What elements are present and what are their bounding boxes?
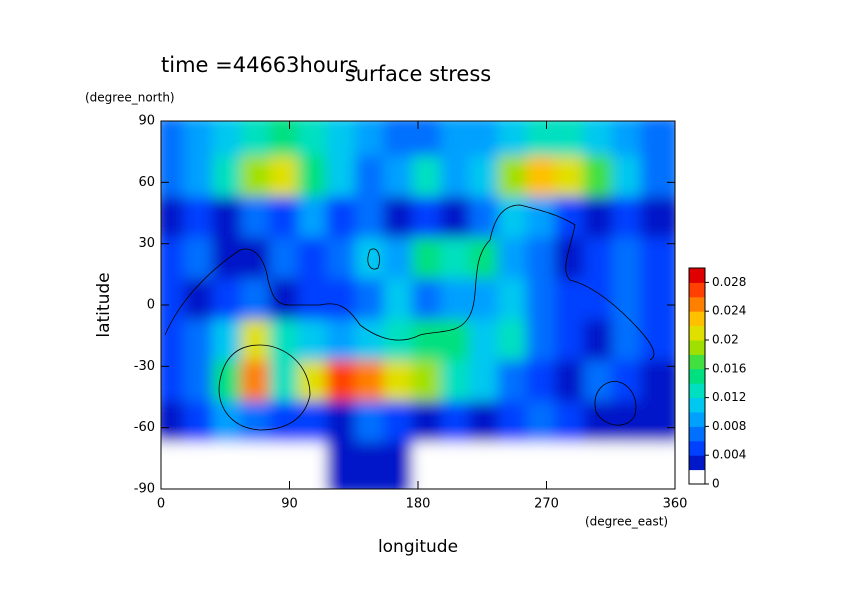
- colorbar-swatch: [689, 397, 705, 413]
- x-tick-label: 180: [406, 497, 431, 512]
- colorbar-swatch: [689, 311, 705, 327]
- time-label: time =44663hours: [161, 53, 359, 77]
- colorbar-swatch: [689, 325, 705, 341]
- y-unit: (degree_north): [85, 91, 175, 105]
- colorbar-swatch: [689, 282, 705, 298]
- colorbar-swatch: [689, 469, 705, 485]
- colorbar-tick-label: 0.02: [712, 333, 739, 347]
- colorbar-tick-label: 0.028: [712, 275, 746, 289]
- colorbar-swatch: [689, 268, 705, 283]
- y-tick-label: 0: [147, 298, 155, 313]
- x-tick-label: 270: [534, 497, 559, 512]
- field: [161, 121, 675, 489]
- x-unit: (degree_east): [585, 515, 668, 529]
- colorbar-swatch: [689, 354, 705, 370]
- x-tick-label: 360: [663, 497, 688, 512]
- colorbar-swatch: [689, 440, 705, 456]
- axes: 0 90 180 270 360 -90 -60 -30 0 30 60 90 0 0.004 0.008 0…: [134, 114, 747, 512]
- colorbar-swatch: [689, 455, 705, 471]
- colorbar-tick-label: 0: [712, 477, 720, 491]
- colorbar-swatch: [689, 412, 705, 427]
- colorbar-frame: [688, 267, 706, 485]
- y-axis-label: latitude: [94, 272, 114, 337]
- chart-title: surface stress: [345, 62, 491, 86]
- colorbar-tick-label: 0.004: [712, 448, 746, 462]
- y-tick-label: 90: [138, 114, 155, 129]
- colorbar-tick-label: 0.012: [712, 390, 746, 404]
- colorbar-swatch: [689, 368, 705, 384]
- colorbar-swatch: [689, 296, 705, 312]
- cells: [161, 121, 675, 489]
- colorbar-swatch: [689, 340, 705, 355]
- colorbar-tick-label: 0.008: [712, 419, 746, 433]
- y-tick-label: 30: [138, 236, 155, 251]
- coastlines: [164, 204, 655, 431]
- cell: [640, 442, 675, 489]
- y-tick-label: -30: [134, 359, 155, 374]
- colorbar-tick-label: 0.024: [712, 304, 746, 318]
- x-axis-label: longitude: [378, 537, 458, 557]
- x-tick-label: 0: [157, 497, 165, 512]
- y-tick-label: -60: [134, 420, 155, 435]
- y-tick-label: 60: [138, 175, 155, 190]
- x-tick-label: 90: [281, 497, 298, 512]
- colorbar-tick-label: 0.016: [712, 361, 746, 375]
- colorbar-swatch: [689, 383, 705, 399]
- y-tick-label: -90: [134, 482, 155, 497]
- colorbar-swatch: [689, 426, 705, 442]
